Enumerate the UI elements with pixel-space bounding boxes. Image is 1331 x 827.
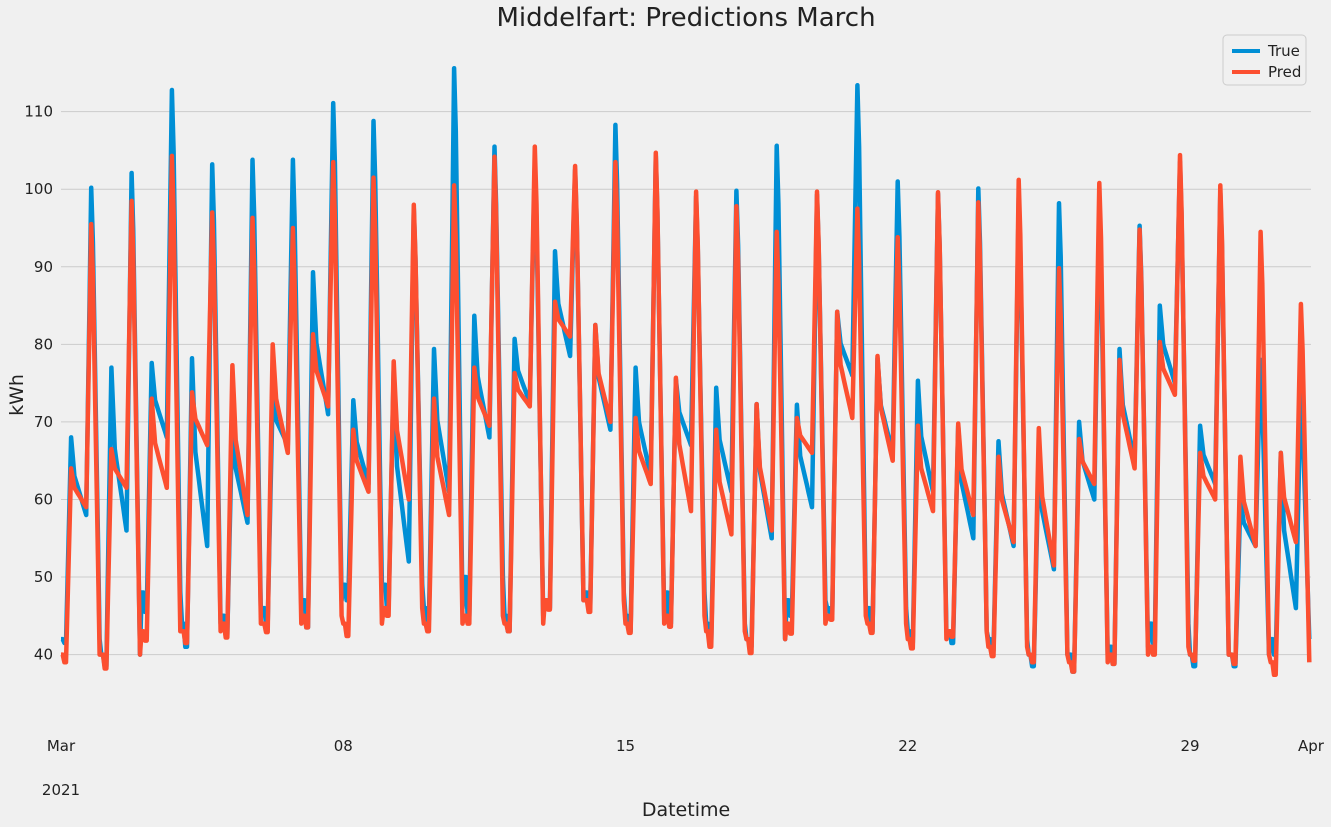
series-line-pred — [60, 144, 1312, 678]
x-tick-label: Apr — [1298, 737, 1325, 755]
y-axis-title: kWh — [6, 374, 28, 416]
y-tick-label: 110 — [24, 103, 53, 121]
y-tick-label: 90 — [34, 258, 53, 276]
x-tick-labels: Mar 2021 08 15 22 29 Apr — [42, 737, 1325, 799]
y-tick-label: 80 — [34, 335, 53, 353]
x-tick-label: 08 — [334, 737, 353, 755]
x-tick-sublabel: 2021 — [42, 781, 80, 799]
y-tick-label: 60 — [34, 490, 53, 508]
y-tick-label: 40 — [34, 646, 53, 664]
y-tick-label: 70 — [34, 413, 53, 431]
y-tick-labels: 40 50 60 70 80 90 100 110 — [24, 103, 53, 664]
legend: True Pred — [1222, 34, 1307, 86]
chart-title: Middelfart: Predictions March — [496, 3, 875, 33]
x-axis-title: Datetime — [642, 799, 730, 821]
legend-label-pred: Pred — [1268, 63, 1301, 81]
legend-label-true: True — [1267, 42, 1300, 60]
x-tick-label: Mar — [47, 737, 76, 755]
x-tick-label: 15 — [616, 737, 635, 755]
x-tick-label: 29 — [1180, 737, 1199, 755]
series-layer — [60, 65, 1312, 678]
y-tick-label: 100 — [24, 180, 53, 198]
y-tick-label: 50 — [34, 568, 53, 586]
x-tick-label: 22 — [898, 737, 917, 755]
